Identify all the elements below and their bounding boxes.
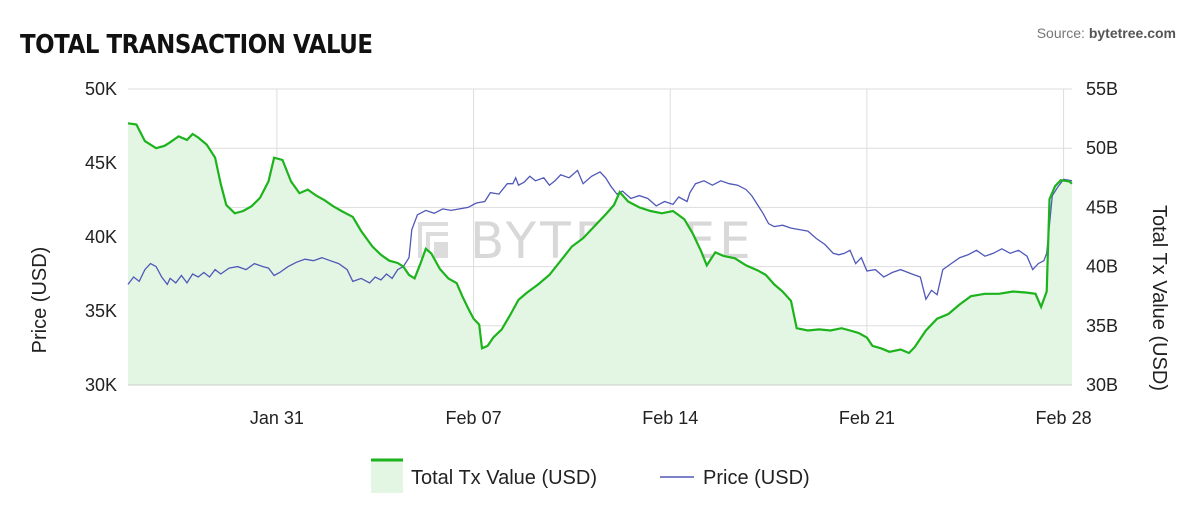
- right-axis-title: Total Tx Value (USD): [1148, 205, 1170, 391]
- left-tick-label: 50K: [85, 79, 117, 99]
- left-tick-label: 35K: [85, 301, 117, 321]
- series-layer: [127, 122, 1073, 386]
- source-link[interactable]: bytetree.com: [1088, 25, 1176, 41]
- x-tick-label: Feb 07: [446, 408, 502, 428]
- legend-label-price: Price (USD): [703, 467, 810, 489]
- right-tick-label: 45B: [1086, 197, 1118, 217]
- axes: 30K 35K 40K 45K 50K 30B 35B 40B 45B 50B 55B Jan 31 F…: [29, 79, 1170, 428]
- bytetree-logo-icon: [418, 222, 448, 258]
- chart-title: TOTAL TRANSACTION VALUE: [20, 30, 373, 60]
- x-tick-label: Feb 14: [642, 408, 698, 428]
- left-axis-title: Price (USD): [29, 247, 51, 354]
- legend-swatch-tx: [371, 459, 403, 493]
- x-tick-label: Feb 28: [1036, 408, 1092, 428]
- tx-value-line: [127, 122, 1073, 355]
- legend-label-tx: Total Tx Value (USD): [411, 467, 597, 489]
- tx-value-area: [128, 123, 1072, 386]
- right-tick-label: 55B: [1086, 79, 1118, 99]
- left-tick-label: 30K: [85, 375, 117, 395]
- right-tick-label: 30B: [1086, 375, 1118, 395]
- right-tick-label: 50B: [1086, 138, 1118, 158]
- x-tick-label: Jan 31: [250, 408, 304, 428]
- legend: Total Tx Value (USD) Price (USD): [371, 458, 810, 493]
- right-tick-label: 35B: [1086, 316, 1118, 336]
- left-tick-label: 45K: [85, 153, 117, 173]
- source-credit[interactable]: Source: bytetree.com: [1037, 25, 1176, 41]
- price-line: [127, 169, 1073, 301]
- left-tick-label: 40K: [85, 227, 117, 247]
- source-label: Source:: [1036, 25, 1089, 41]
- right-tick-label: 40B: [1086, 257, 1118, 277]
- x-tick-label: Feb 21: [839, 408, 895, 428]
